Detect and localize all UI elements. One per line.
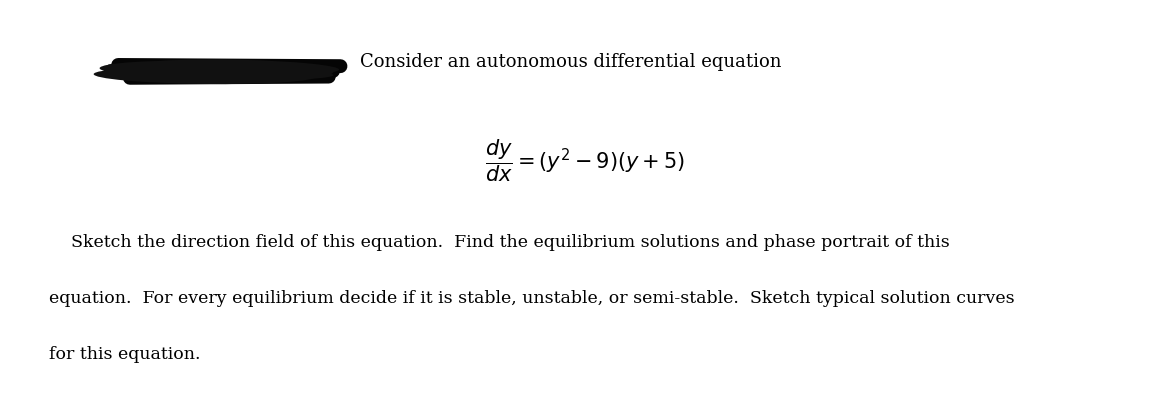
Text: Sketch the direction field of this equation.  Find the equilibrium solutions and: Sketch the direction field of this equat… (49, 234, 950, 251)
Ellipse shape (140, 59, 339, 75)
Ellipse shape (123, 65, 263, 79)
Ellipse shape (99, 61, 333, 80)
Ellipse shape (94, 67, 316, 84)
Text: $\dfrac{dy}{dx} = (y^{2} - 9)(y + 5)$: $\dfrac{dy}{dx} = (y^{2} - 9)(y + 5)$ (486, 137, 684, 184)
Text: Consider an autonomous differential equation: Consider an autonomous differential equa… (360, 53, 782, 71)
Text: for this equation.: for this equation. (49, 346, 200, 363)
Text: equation.  For every equilibrium decide if it is stable, unstable, or semi-stabl: equation. For every equilibrium decide i… (49, 290, 1014, 307)
Ellipse shape (170, 69, 333, 80)
